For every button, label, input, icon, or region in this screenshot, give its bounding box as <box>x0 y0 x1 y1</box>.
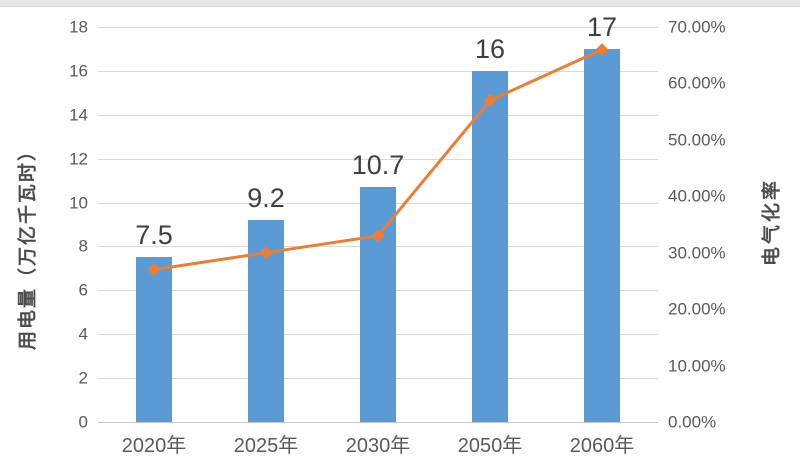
left-axis-title: 用电量（万亿千瓦时） <box>16 139 39 351</box>
bar-value-label: 17 <box>586 11 618 42</box>
left-axis-tick-label: 2 <box>78 368 88 388</box>
line-marker-diamond <box>259 246 273 260</box>
top-border-band <box>0 0 800 7</box>
bar <box>360 187 396 422</box>
line-marker-diamond <box>595 43 609 57</box>
left-axis-tick-label: 16 <box>69 61 88 81</box>
line-marker-diamond <box>147 263 161 277</box>
right-axis-tick-label: 60.00% <box>668 73 726 93</box>
left-axis-tick-label: 8 <box>78 236 88 256</box>
bar <box>136 257 172 422</box>
bar <box>584 48 620 422</box>
left-axis-tick-label: 6 <box>78 280 88 300</box>
gridline <box>98 114 658 116</box>
x-axis-tick-label: 2060年 <box>569 435 635 457</box>
x-axis-tick-label: 2050年 <box>457 435 523 457</box>
bar-value-label: 9.2 <box>247 183 285 214</box>
line-series <box>147 43 609 277</box>
left-axis-tick-label: 14 <box>69 105 88 125</box>
right-axis-tick-label: 70.00% <box>668 17 726 37</box>
gridline <box>98 27 658 28</box>
x-axis-tick-label: 2025年 <box>233 435 299 457</box>
left-axis-tick-label: 0 <box>78 412 88 432</box>
bar-value-label: 7.5 <box>135 220 173 251</box>
left-axis-tick-label: 18 <box>69 17 88 37</box>
gridline <box>98 70 658 72</box>
left-axis-tick-label: 12 <box>69 149 88 169</box>
x-axis-tick-label: 2030年 <box>345 435 411 457</box>
right-axis-title: 电气化率 <box>760 177 783 267</box>
right-axis-tick-label: 20.00% <box>668 299 726 319</box>
x-axis-tick-label: 2020年 <box>121 435 187 457</box>
bar-value-label: 10.7 <box>351 150 405 181</box>
plot-area <box>98 27 658 423</box>
line-marker-diamond <box>483 93 497 107</box>
line-marker-diamond <box>371 229 385 243</box>
x-axis-line <box>98 422 658 423</box>
right-axis-tick-label: 10.00% <box>668 356 726 376</box>
left-axis-tick-label: 4 <box>78 324 88 344</box>
right-axis-tick-label: 30.00% <box>668 243 726 263</box>
right-axis-tick-label: 0.00% <box>668 412 717 432</box>
left-axis-tick-label: 10 <box>69 193 88 213</box>
right-axis-tick-label: 40.00% <box>668 186 726 206</box>
right-axis-tick-label: 50.00% <box>668 130 726 150</box>
gridline <box>98 158 658 160</box>
bar-value-label: 16 <box>474 33 506 64</box>
bar <box>472 70 508 422</box>
